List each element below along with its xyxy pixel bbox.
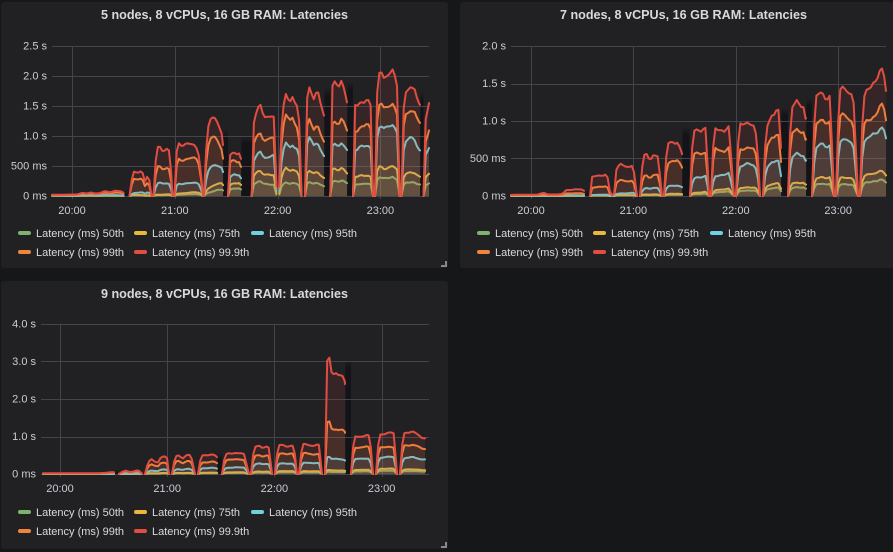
svg-text:21:00: 21:00 xyxy=(161,205,189,217)
svg-text:1.0 s: 1.0 s xyxy=(12,431,36,443)
svg-text:21:00: 21:00 xyxy=(620,205,648,217)
svg-text:2.0 s: 2.0 s xyxy=(12,394,36,406)
svg-text:1.0 s: 1.0 s xyxy=(482,116,506,128)
svg-text:2.0 s: 2.0 s xyxy=(23,71,47,83)
svg-text:20:00: 20:00 xyxy=(58,205,86,217)
svg-text:20:00: 20:00 xyxy=(46,483,74,495)
svg-text:22:00: 22:00 xyxy=(722,205,750,217)
svg-text:1.5 s: 1.5 s xyxy=(482,78,506,90)
svg-text:22:00: 22:00 xyxy=(261,483,289,495)
svg-text:2.5 s: 2.5 s xyxy=(23,41,47,53)
svg-text:23:00: 23:00 xyxy=(367,205,395,217)
svg-text:3.0 s: 3.0 s xyxy=(12,356,36,368)
svg-text:4.0 s: 4.0 s xyxy=(12,319,36,331)
svg-text:0 ms: 0 ms xyxy=(23,191,47,203)
svg-text:22:00: 22:00 xyxy=(264,205,292,217)
svg-text:20:00: 20:00 xyxy=(517,205,545,217)
svg-text:1.5 s: 1.5 s xyxy=(23,101,47,113)
svg-text:0 ms: 0 ms xyxy=(482,191,506,203)
svg-text:21:00: 21:00 xyxy=(153,483,181,495)
svg-text:2.0 s: 2.0 s xyxy=(482,41,506,53)
svg-text:1.0 s: 1.0 s xyxy=(23,131,47,143)
svg-text:0 ms: 0 ms xyxy=(12,469,36,481)
svg-text:23:00: 23:00 xyxy=(368,483,396,495)
svg-text:500 ms: 500 ms xyxy=(470,153,507,165)
svg-text:23:00: 23:00 xyxy=(824,205,852,217)
svg-text:500 ms: 500 ms xyxy=(11,161,48,173)
